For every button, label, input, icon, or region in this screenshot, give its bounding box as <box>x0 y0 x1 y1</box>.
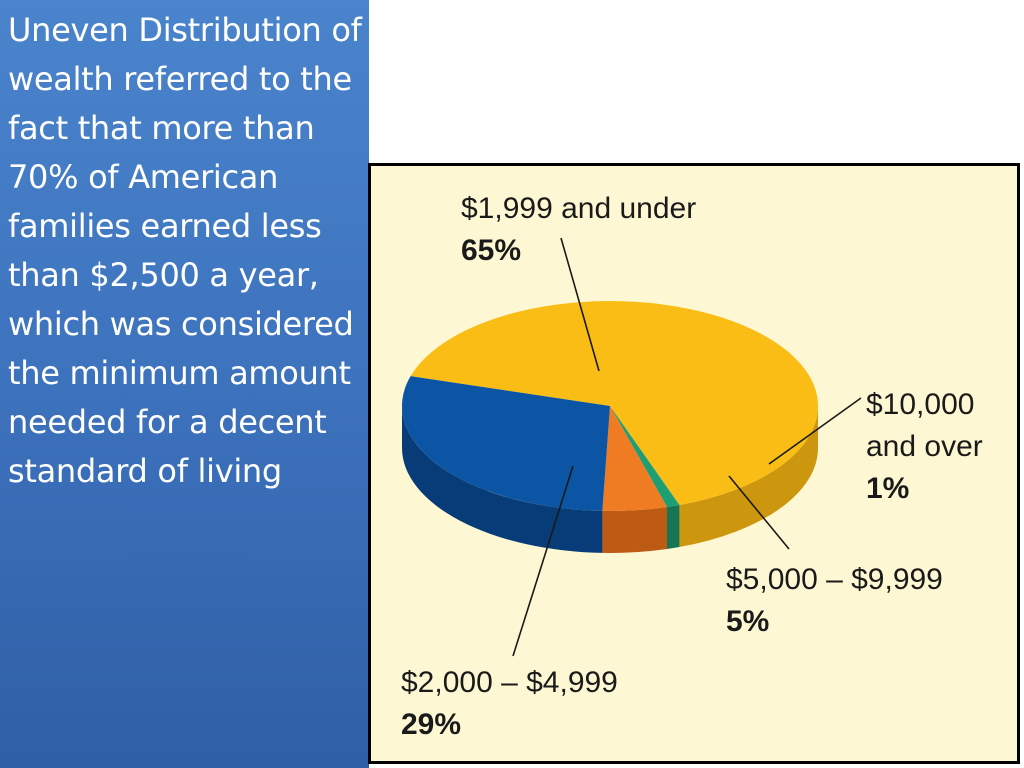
pie-side-0 <box>679 406 818 547</box>
label-1999-under-name: $1,999 and under <box>461 192 697 225</box>
label-1999-under-pct: 65% <box>461 234 522 267</box>
label-2000-4999-pct: 29% <box>401 708 462 741</box>
label-5000-9999: $5,000 – $9,999 5% <box>726 559 943 643</box>
pie-side-2 <box>602 506 667 553</box>
pie-slice-0 <box>410 301 818 505</box>
pie-top <box>401 301 818 511</box>
leader-line-3 <box>512 465 574 657</box>
side-description: Uneven Distribution of wealth referred t… <box>8 11 362 490</box>
pie-side-3 <box>402 406 603 553</box>
pie-chart-frame: $1,999 and under 65% $10,000 and over 1%… <box>368 163 1020 764</box>
label-5000-9999-name: $5,000 – $9,999 <box>726 563 943 596</box>
leader-line-2 <box>728 475 790 550</box>
label-10000-over-line2: and over <box>866 430 983 463</box>
pie-slice-3 <box>401 376 610 511</box>
leader-line-0 <box>560 237 600 372</box>
pie-side-1 <box>666 504 680 549</box>
label-2000-4999: $2,000 – $4,999 29% <box>401 662 618 746</box>
label-5000-9999-pct: 5% <box>726 605 770 638</box>
leader-lines <box>512 237 862 657</box>
pie-side-walls <box>402 406 818 553</box>
side-panel: Uneven Distribution of wealth referred t… <box>0 0 369 768</box>
pie-slice-2 <box>602 406 667 511</box>
label-1999-under: $1,999 and under 65% <box>461 188 696 272</box>
label-10000-over: $10,000 and over 1% <box>866 384 983 510</box>
pie-slice-1 <box>610 406 680 507</box>
leader-line-1 <box>768 397 862 465</box>
label-10000-over-pct: 1% <box>866 472 910 505</box>
label-2000-4999-name: $2,000 – $4,999 <box>401 666 618 699</box>
pie-chart <box>401 237 862 657</box>
label-10000-over-line1: $10,000 <box>866 388 975 421</box>
